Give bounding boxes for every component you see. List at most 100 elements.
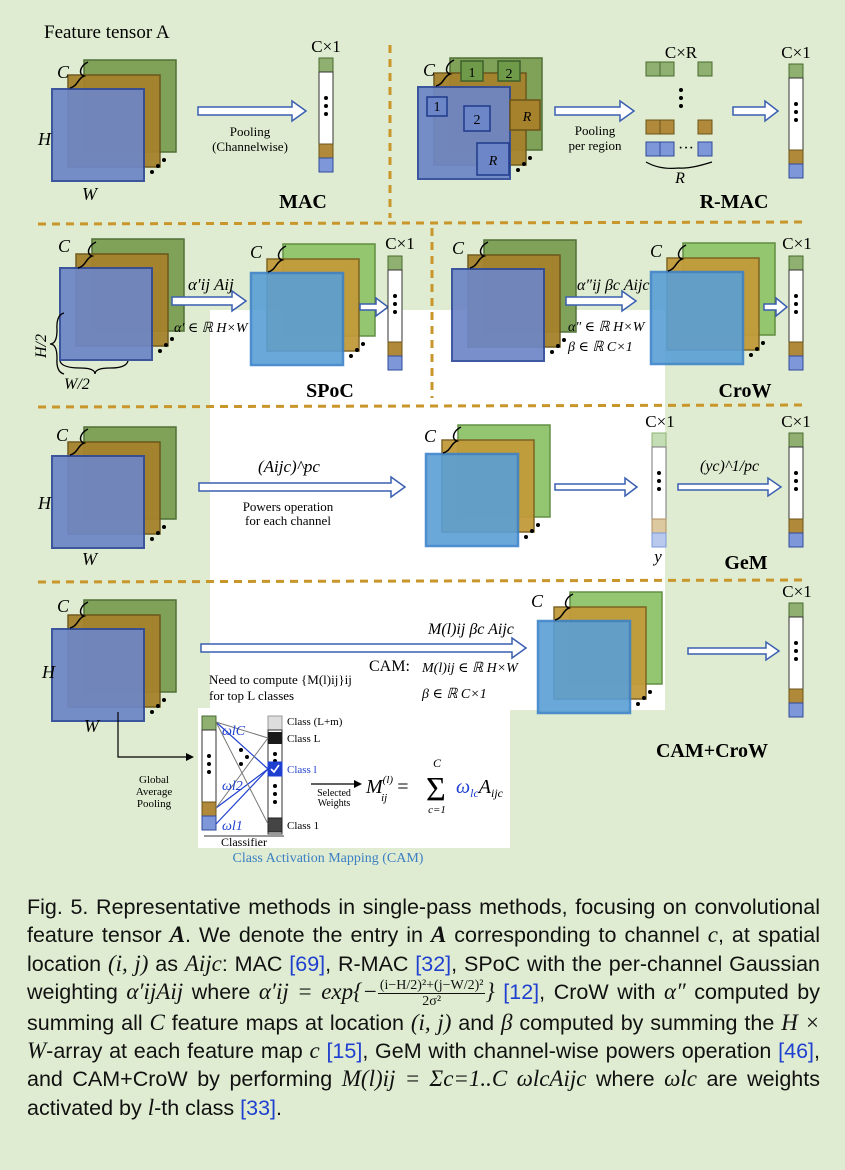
crow-c-label: C: [452, 238, 465, 258]
mac-op-line1: Pooling: [230, 124, 271, 139]
rmac-arrow-2: [732, 99, 780, 123]
figure-caption: Fig. 5. Representative methods in single…: [27, 895, 820, 1120]
gem-h-label: H: [37, 493, 52, 513]
gem-powered-tensor: [424, 423, 552, 548]
mac-arrow: [197, 99, 308, 123]
classifier-gray-lines: [215, 721, 269, 825]
cam-title: CAM+CroW: [656, 740, 768, 762]
rmac-region-1: 1: [469, 66, 476, 81]
rmac-region-4: 2: [474, 113, 481, 128]
gem-c-label: C: [56, 425, 69, 445]
spoc-half-w-label: W/2: [64, 376, 90, 393]
white-panel-cam: [198, 708, 510, 848]
ref-46[interactable]: [46]: [778, 1039, 815, 1064]
mac-output-vector: [318, 57, 334, 173]
cam-w-label: W: [84, 716, 101, 736]
ref-69[interactable]: [69]: [289, 951, 326, 976]
cam-need-line2: for top L classes: [209, 688, 294, 703]
selected-line2: Weights: [318, 798, 351, 809]
class-lm: Class (L+m): [287, 716, 343, 728]
selected-line1: Selected: [317, 788, 351, 799]
cam-label: CAM:: [369, 658, 410, 675]
crow-domain1: α″ ∈ ℝ H×W: [568, 320, 646, 335]
rmac-op-line1: Pooling: [575, 123, 616, 138]
rmac-regions: [426, 60, 541, 176]
cam-formula: M(l)ij βc Aijc: [427, 621, 514, 638]
crow-arrow: [565, 289, 638, 313]
spoc-weighted-c-label: C: [250, 242, 263, 262]
gem-output-vector: [788, 432, 804, 548]
cam-h-label: H: [41, 662, 56, 682]
gap-line2: Average: [136, 786, 173, 798]
class-L: Class L: [287, 733, 321, 745]
gem-y-vector: [651, 432, 667, 548]
cam-sum-term: ωlcAijc: [456, 776, 504, 800]
spoc-arrow: [171, 289, 248, 313]
cam-sum-symbol: Σ: [426, 771, 446, 808]
gem-formula2: (yc)^1/pc: [700, 458, 759, 475]
figure-diagram: Feature tensor A C H W Pooling (Channelw…: [33, 22, 812, 866]
gem-op-line1: Powers operation: [243, 499, 334, 514]
mac-op-line2: (Channelwise): [212, 139, 288, 154]
gem-cx1-label: C×1: [781, 412, 810, 431]
spoc-title: SPoC: [306, 380, 354, 402]
cam-sum-top: C: [433, 756, 442, 770]
cam-domain2: β ∈ ℝ C×1: [421, 687, 487, 702]
class-1: Class 1: [287, 820, 319, 832]
gem-arrow-3: [677, 476, 783, 498]
crow-output-vector: [788, 255, 804, 371]
rmac-region-vectors: [645, 61, 713, 169]
cam-domain1: M(l)ij ∈ ℝ H×W: [421, 661, 519, 676]
ref-33[interactable]: [33]: [240, 1095, 277, 1120]
gem-title: GeM: [724, 552, 767, 574]
rmac-r-label: R: [674, 170, 685, 187]
ref-12[interactable]: [12]: [503, 980, 540, 1005]
mac-c-label: C: [57, 62, 70, 82]
spoc-tensor: [59, 238, 185, 361]
gem-op-line2: for each channel: [245, 513, 331, 528]
cam-need-line1: Need to compute {M(l)ij}ij: [209, 672, 352, 687]
cam-arrow: [200, 636, 528, 660]
gem-powered-c-label: C: [424, 426, 437, 446]
gem-y-label: y: [652, 547, 662, 566]
spoc-half-w-brace: [59, 360, 129, 375]
cam-c-label: C: [57, 596, 70, 616]
ref-15[interactable]: [15]: [326, 1039, 363, 1064]
class-vector: [267, 715, 283, 835]
rmac-title: R-MAC: [700, 191, 769, 213]
mac-h-label: H: [37, 129, 52, 149]
crow-domain2: β ∈ ℝ C×1: [567, 340, 633, 355]
cam-formula-main: M(l) ij =: [365, 774, 408, 804]
spoc-c-label: C: [58, 236, 71, 256]
rmac-region-2: 2: [506, 67, 513, 82]
rmac-ellipsis: ···: [678, 140, 694, 157]
gem-y-cx1-label: C×1: [645, 412, 674, 431]
rmac-region-5: R: [522, 110, 532, 125]
gem-arrow: [198, 475, 407, 499]
cam-box-label: Class Activation Mapping (CAM): [233, 851, 424, 866]
cam-output-vector: [788, 602, 804, 718]
ref-32[interactable]: [32]: [415, 951, 452, 976]
spoc-cx1-label: C×1: [385, 234, 414, 253]
gap-line1: Global: [139, 774, 169, 786]
rmac-cx1-label: C×1: [781, 43, 810, 62]
crow-tensor: [451, 239, 577, 362]
gap-connector: [117, 712, 190, 758]
classifier-lines: [215, 721, 269, 825]
spoc-weighted-tensor: [249, 242, 377, 367]
cam-weighted-c-label: C: [531, 591, 544, 611]
weight-l2: ωl2: [222, 779, 243, 794]
gem-arrow-2: [554, 476, 639, 498]
cam-weighted-tensor: [536, 590, 664, 715]
rmac-c-label: C: [423, 60, 436, 80]
cam-tensor: [51, 599, 177, 722]
crow-arrow-2: [763, 296, 789, 318]
spoc-domain: α′ ∈ ℝ H×W: [174, 321, 249, 336]
rmac-region-6: R: [488, 154, 498, 169]
gem-w-label: W: [82, 549, 99, 569]
weight-lc: ωlC: [222, 724, 246, 739]
spoc-output-vector: [387, 255, 403, 371]
gem-formula1: (Aijc)^pc: [258, 457, 320, 476]
weight-l1: ωl1: [222, 819, 243, 834]
feature-tensor-label: Feature tensor A: [44, 22, 170, 43]
